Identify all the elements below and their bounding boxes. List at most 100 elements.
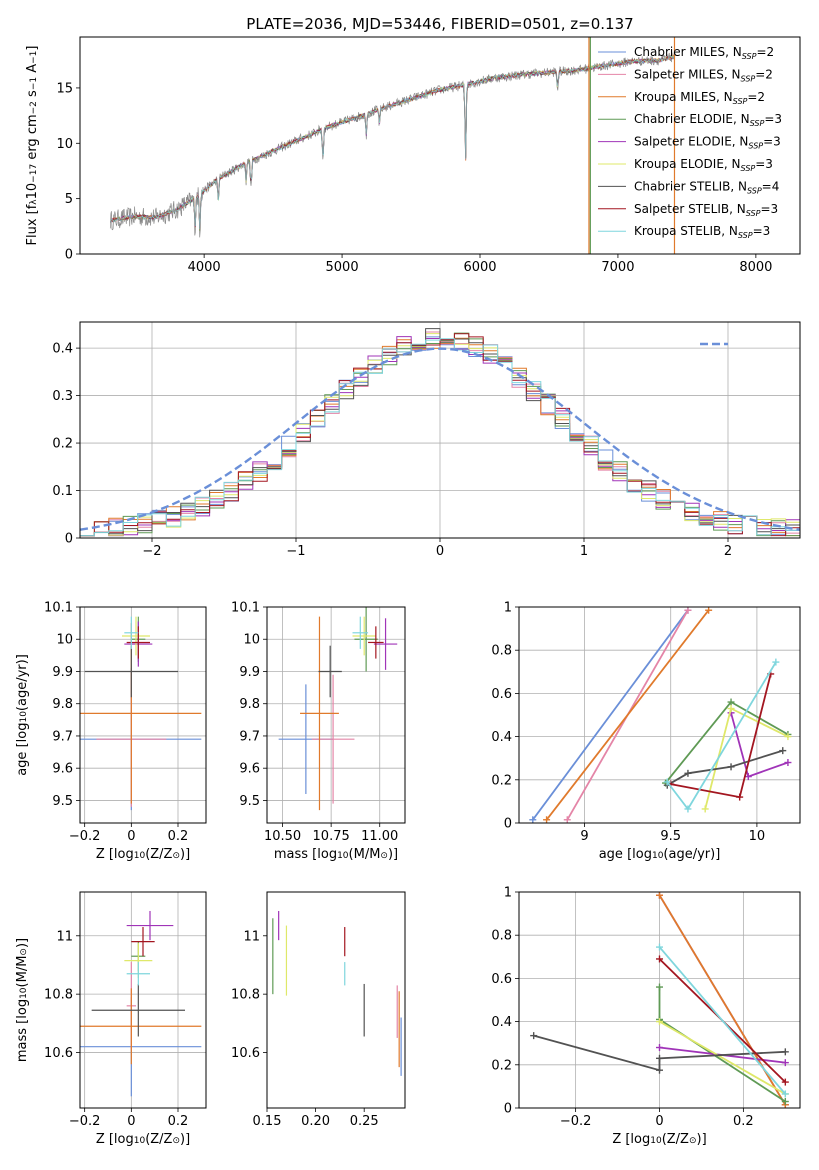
x-axis-label: mass [log10(M/M⊙)] bbox=[274, 847, 398, 862]
x-axis-label: Z [log10(Z/Z⊙)] bbox=[96, 1132, 190, 1147]
y-tick-label: 9.8 bbox=[52, 697, 73, 712]
x-axis-label-part: 10 bbox=[337, 851, 349, 861]
x-axis-label-part: ⊙ bbox=[380, 851, 388, 861]
x-axis-label-part: (Z/Z bbox=[145, 847, 172, 862]
model-spectrum-line bbox=[110, 55, 675, 230]
model-spectrum-line bbox=[109, 55, 675, 230]
x-tick-label: −2 bbox=[142, 544, 161, 559]
y-axis-label: mass [log10(M/M⊙)] bbox=[15, 938, 30, 1062]
spectrum-plot-area bbox=[109, 37, 676, 254]
y-tick-label: 0.3 bbox=[52, 389, 73, 404]
x-axis-label-part: )] bbox=[180, 847, 190, 862]
legend-entry: Chabrier ELODIE, NSSP=3 bbox=[634, 112, 782, 128]
x-tick-label: 10.75 bbox=[313, 829, 350, 844]
legend-label: Salpeter MILES, N bbox=[634, 67, 741, 81]
legend-tail: =4 bbox=[762, 179, 780, 193]
y-axis-label-part: 10 bbox=[19, 987, 29, 999]
model-spectrum-line bbox=[109, 54, 675, 231]
legend-tail: =3 bbox=[764, 112, 782, 126]
x-tick-label: 0 bbox=[127, 1114, 135, 1129]
model-spectrum-line bbox=[109, 55, 675, 229]
legend-subscript: SSP bbox=[741, 74, 756, 83]
y-tick-label: 0.2 bbox=[52, 437, 73, 452]
weight-plot-area bbox=[529, 607, 792, 823]
normal-distribution-curve bbox=[80, 347, 800, 531]
y-axis-label-part: −17 bbox=[29, 164, 39, 183]
y-tick-label: 9.7 bbox=[239, 729, 260, 744]
y-tick-label: 0 bbox=[65, 248, 73, 263]
axes-frame bbox=[79, 36, 801, 255]
legend-subscript: SSP bbox=[741, 164, 756, 173]
x-axis-label-part: Z [log bbox=[96, 1132, 134, 1147]
age-vs-mass-panel: 10.50 10.75 11.00 9.5 9.6 9.7 9.8 9.9 10 10.1 mass… bbox=[231, 601, 406, 862]
x-tick-label: −0.2 bbox=[69, 1114, 101, 1129]
weight-series-line bbox=[659, 1020, 786, 1095]
x-axis-label-part: (M/M bbox=[349, 847, 381, 862]
axes-frame bbox=[266, 891, 406, 1109]
x-axis-label: Z [log10(Z/Z⊙)] bbox=[612, 1132, 706, 1147]
errorbar-plot-area bbox=[272, 910, 402, 1076]
legend-entry: Salpeter ELODIE, NSSP=3 bbox=[634, 135, 781, 151]
x-axis-label-part: 10 bbox=[652, 851, 664, 861]
errorbar-plot-area bbox=[278, 607, 398, 811]
y-axis-label-part: λ bbox=[29, 199, 39, 205]
errorbar-plot-area bbox=[80, 910, 202, 1097]
weight-series-line bbox=[666, 749, 784, 786]
y-tick-label: 0.2 bbox=[491, 773, 512, 788]
legend-label: Chabrier ELODIE, N bbox=[634, 112, 750, 126]
y-axis-label-part: ⊙ bbox=[19, 948, 29, 956]
model-spectrum-line bbox=[109, 54, 675, 230]
weight-series-line bbox=[545, 609, 710, 821]
y-tick-label: 10.1 bbox=[44, 601, 73, 616]
x-tick-label: 2 bbox=[724, 544, 732, 559]
x-axis-label-part: (Z/Z bbox=[145, 1132, 172, 1147]
x-axis-label-part: Z [log bbox=[612, 1132, 650, 1147]
legend-subscript: SSP bbox=[738, 231, 753, 240]
y-axis-label-part: mass [log bbox=[15, 999, 30, 1062]
x-tick-label: 0 bbox=[655, 1114, 663, 1129]
x-tick-label: 0.15 bbox=[253, 1114, 282, 1129]
y-tick-label: 11 bbox=[56, 929, 73, 944]
x-axis-label-part: )] bbox=[697, 1132, 707, 1147]
y-tick-label: 5 bbox=[65, 192, 73, 207]
legend-label: Chabrier MILES, N bbox=[634, 45, 742, 59]
x-axis-label-part: mass [log bbox=[274, 847, 337, 862]
y-tick-label: 0.6 bbox=[491, 972, 512, 987]
y-axis-label-part: (age/yr)] bbox=[15, 654, 30, 711]
x-axis-label-part: )] bbox=[388, 847, 398, 862]
x-axis-label-part: 10 bbox=[134, 1136, 146, 1146]
y-axis-label-part: 10 bbox=[25, 183, 40, 200]
x-tick-label: 6000 bbox=[463, 260, 496, 275]
x-axis-label-part: )] bbox=[180, 1132, 190, 1147]
y-tick-label: 10.1 bbox=[231, 601, 260, 616]
model-spectrum-line bbox=[109, 54, 675, 228]
y-tick-label: 9.7 bbox=[52, 729, 73, 744]
y-axis-label-part: Flux [f bbox=[25, 204, 40, 245]
y-tick-label: 10 bbox=[56, 633, 73, 648]
y-axis-label-part: age [log bbox=[15, 723, 30, 776]
legend-entry: Kroupa ELODIE, NSSP=3 bbox=[634, 157, 773, 173]
x-tick-label: 10.50 bbox=[264, 829, 301, 844]
x-tick-label: 10 bbox=[749, 829, 766, 844]
y-tick-label: 1 bbox=[504, 601, 512, 616]
x-tick-label: 11.00 bbox=[361, 829, 398, 844]
axes-frame bbox=[79, 321, 801, 539]
histogram-plot-area bbox=[80, 328, 800, 537]
y-tick-label: 10.6 bbox=[44, 1046, 73, 1061]
x-tick-label: 0.2 bbox=[168, 829, 189, 844]
x-tick-label: 9.5 bbox=[660, 829, 681, 844]
y-tick-label: 10.6 bbox=[231, 1046, 260, 1061]
y-axis-label-part: −2 bbox=[29, 101, 39, 114]
axes-frame bbox=[518, 606, 801, 824]
legend-entry: Salpeter STELIB, NSSP=3 bbox=[634, 202, 778, 218]
legend-label: Kroupa ELODIE, N bbox=[634, 157, 741, 171]
y-tick-label: 9.5 bbox=[239, 794, 260, 809]
residual-histogram-panel: −2 −1 0 1 2 0 0.1 0.2 0.3 0.4 bbox=[52, 321, 801, 559]
x-axis-label-part: ⊙ bbox=[172, 1136, 180, 1146]
x-axis-label-part: (age/yr)] bbox=[663, 847, 720, 862]
x-axis-label-part: ⊙ bbox=[689, 1136, 697, 1146]
